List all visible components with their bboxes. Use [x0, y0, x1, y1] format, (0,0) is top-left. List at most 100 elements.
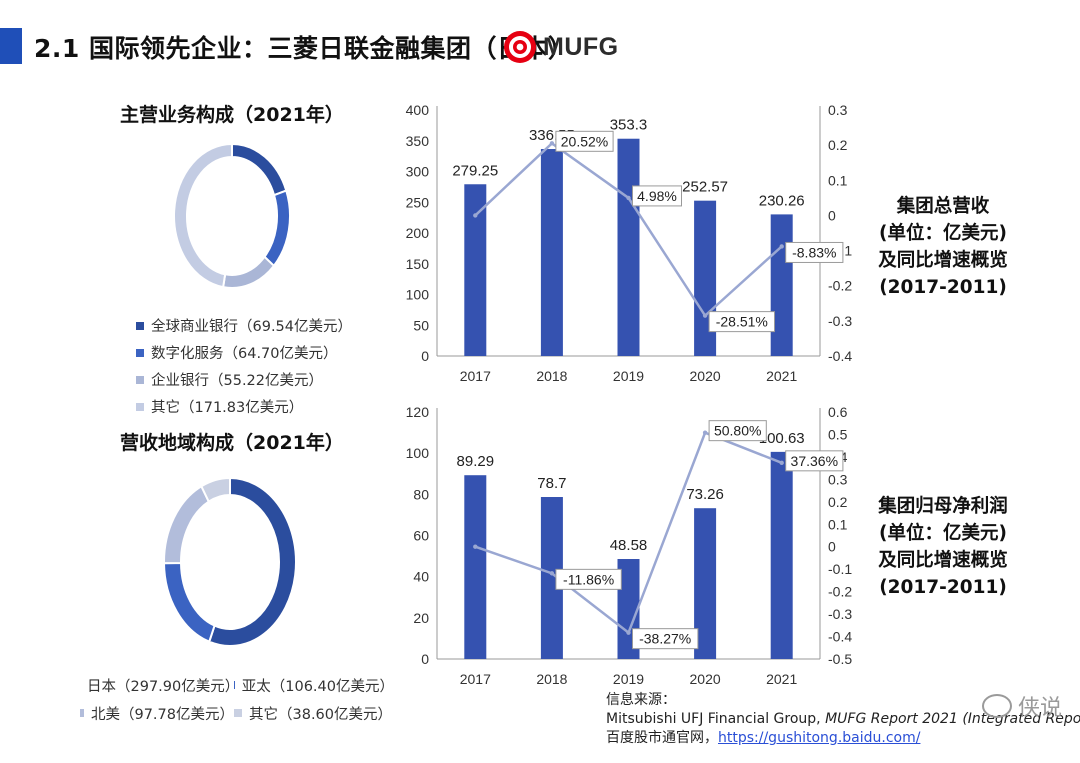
source-line-1: Mitsubishi UFJ Financial Group, MUFG Rep… [606, 710, 1080, 729]
growth-label-text: 20.52% [561, 133, 608, 149]
growth-label-box [785, 450, 844, 472]
x-tick-label: 2020 [690, 671, 721, 687]
revenue-chart-note: 集团总营收 (单位：亿美元) 及同比增速概览 (2017-2011) [858, 193, 1028, 301]
x-tick-label: 2019 [613, 671, 644, 687]
note-line: (单位：亿美元) [879, 223, 1007, 244]
wechat-icon [981, 694, 1012, 718]
legend-label: 企业银行（55.22亿美元） [151, 373, 324, 389]
growth-label-text: 37.36% [791, 453, 838, 469]
business-donut-chart [173, 142, 291, 289]
header-accent-bar [0, 28, 22, 64]
bar-value-label: 353.3 [610, 117, 648, 134]
note-line: 及同比增速概览 [878, 250, 1008, 271]
legend-label: 数字化服务（64.70亿美元） [151, 346, 338, 362]
y2-tick-label: -0.2 [828, 278, 852, 294]
bar [694, 200, 717, 356]
bar [770, 214, 793, 356]
revenue-combo-chart: 050100150200250300350400-0.4-0.3-0.2-0.1… [406, 102, 853, 384]
source-block: 信息来源： Mitsubishi UFJ Financial Group, MU… [606, 691, 1080, 748]
y-tick-label: 20 [413, 610, 429, 626]
growth-point [473, 213, 478, 218]
bar-value-label: 279.25 [452, 162, 498, 179]
growth-label-box [555, 130, 614, 152]
y-tick-label: 100 [406, 287, 430, 303]
watermark: 侠说 [981, 690, 1062, 722]
growth-point [626, 630, 631, 635]
y-tick-label: 50 [413, 317, 429, 333]
x-tick-label: 2020 [690, 368, 721, 384]
bar-value-label: 230.26 [759, 192, 805, 209]
donut-slice [207, 476, 297, 647]
y-tick-label: 400 [406, 102, 430, 118]
bar [540, 149, 563, 356]
y2-tick-label: -0.4 [828, 348, 852, 364]
y2-tick-label: 0.3 [828, 471, 848, 487]
growth-point [626, 195, 631, 201]
source-label: 信息来源： [606, 692, 676, 708]
x-tick-label: 2018 [536, 368, 567, 384]
legend-label: 日本（297.90亿美元） [87, 678, 240, 695]
y2-tick-label: 0.1 [828, 172, 848, 188]
y2-tick-label: 0 [828, 539, 836, 555]
y2-tick-label: -0.4 [828, 629, 852, 645]
bar [617, 138, 640, 356]
y-tick-label: 250 [406, 194, 430, 210]
y-tick-label: 0 [421, 651, 429, 667]
y-tick-label: 80 [413, 486, 429, 502]
donut-slice [173, 142, 233, 289]
mufg-logo: MUFG [502, 27, 619, 67]
bar [464, 475, 487, 659]
growth-point [702, 313, 708, 318]
y2-tick-label: -0.2 [828, 584, 852, 600]
bar-value-label: 252.57 [682, 179, 728, 196]
growth-label-box [785, 241, 844, 263]
x-tick-label: 2018 [536, 671, 567, 687]
y2-tick-label: 0.3 [828, 102, 848, 118]
growth-point [549, 571, 555, 576]
growth-label: 37.36% [785, 450, 844, 472]
legend-label: 亚太（106.40亿美元） [241, 678, 394, 695]
source-link[interactable]: https://gushitong.baidu.com/ [718, 730, 921, 746]
y2-tick-label: -0.5 [828, 651, 852, 667]
region-donut-chart [162, 476, 297, 647]
growth-label-text: 50.80% [714, 423, 761, 439]
business-legend: 全球商业银行（69.54亿美元） 数字化服务（64.70亿美元） 企业银行（55… [136, 312, 352, 420]
y-tick-label: 300 [406, 164, 430, 180]
y-tick-label: 120 [406, 404, 430, 420]
legend-label: 北美（97.78亿美元） [90, 706, 234, 723]
x-tick-label: 2017 [460, 671, 491, 687]
y-tick-label: 0 [421, 348, 429, 364]
x-tick-label: 2017 [460, 368, 491, 384]
y-tick-label: 200 [406, 225, 430, 241]
bar-value-label: 78.7 [537, 475, 566, 492]
legend-item: 数字化服务（64.70亿美元） [136, 339, 352, 366]
legend-swatch [136, 402, 144, 411]
y2-tick-label: -0.3 [828, 313, 852, 329]
bar-value-label: 48.58 [610, 537, 648, 554]
source-line-2: 百度股市通官网，https://gushitong.baidu.com/ [606, 729, 1080, 748]
legend-label: 其它（38.60亿美元） [249, 706, 393, 723]
growth-label-box [555, 568, 622, 590]
bar [770, 451, 793, 659]
donut-slice [222, 255, 276, 289]
donut-slice [200, 476, 231, 504]
growth-point [549, 141, 555, 146]
y2-tick-label: -0.3 [828, 606, 852, 622]
legend-swatch [136, 375, 144, 384]
growth-label: 50.80% [708, 420, 767, 442]
legend-swatch [136, 321, 144, 330]
growth-label-box [632, 628, 699, 650]
profit-combo-chart: 0 20 40 60 80 100 120 -0.5 -0.4 -0.3 -0.2 -0.1 0 0.1 0… [406, 404, 853, 687]
donut-slice [263, 189, 291, 268]
growth-label-text: 4.98% [637, 188, 677, 204]
y2-tick-label: 0 [828, 207, 836, 223]
bar [694, 508, 717, 659]
growth-label-text: -38.27% [639, 631, 691, 647]
y-tick-label: 100 [406, 445, 430, 461]
growth-point [779, 244, 784, 249]
note-line: 及同比增速概览 [878, 550, 1008, 571]
note-line: 集团归母净利润 [878, 496, 1008, 517]
growth-label: 20.52% [555, 130, 614, 152]
y-tick-label: 350 [406, 133, 430, 149]
growth-label-box [708, 311, 776, 333]
